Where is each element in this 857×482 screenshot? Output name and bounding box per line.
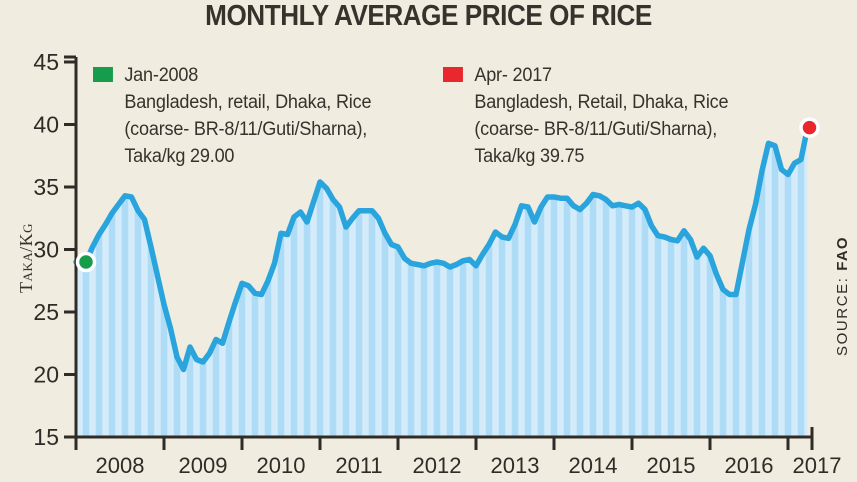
area-fill bbox=[76, 127, 808, 437]
end-marker bbox=[799, 117, 820, 138]
year-label: 2012 bbox=[413, 453, 462, 478]
annotation-start-line-2: (coarse- BR-8/11/Guti/Sharna), bbox=[124, 119, 368, 140]
annotation-end-line-2: (coarse- BR-8/11/Guti/Sharna), bbox=[474, 119, 718, 140]
year-label: 2017 bbox=[793, 453, 842, 478]
year-label: 2016 bbox=[725, 453, 774, 478]
page-title: MONTHLY AVERAGE PRICE OF RICE bbox=[205, 0, 652, 32]
annotation-end-label: Apr- 2017 bbox=[474, 65, 552, 86]
start-marker bbox=[75, 251, 97, 273]
annotation-end-line-3: Taka/kg 39.75 bbox=[474, 146, 585, 167]
green-marker-swatch bbox=[93, 67, 113, 82]
annotation-start-line-3: Taka/kg 29.00 bbox=[124, 146, 235, 167]
year-label: 2015 bbox=[647, 453, 696, 478]
annotation-start: Jan-2008 Bangladesh, retail, Dhaka, Rice… bbox=[93, 62, 416, 170]
annotation-end-line-1: Bangladesh, Retail, Dhaka, Rice bbox=[474, 92, 729, 113]
year-label: 2011 bbox=[335, 453, 382, 478]
source-credit: SOURCE: FAO bbox=[834, 236, 851, 356]
y-tick-label: 20 bbox=[33, 362, 59, 388]
y-tick-label: 25 bbox=[33, 299, 59, 325]
source-value: FAO bbox=[834, 236, 851, 271]
year-label: 2014 bbox=[569, 453, 618, 478]
y-tick-label: 15 bbox=[33, 424, 59, 450]
annotation-start-label: Jan-2008 bbox=[124, 65, 199, 86]
y-tick-label: 45 bbox=[33, 49, 59, 75]
y-tick-label: 35 bbox=[33, 174, 59, 200]
annotation-end: Apr- 2017 Bangladesh, Retail, Dhaka, Ric… bbox=[443, 62, 766, 170]
source-label: SOURCE: bbox=[834, 270, 851, 356]
y-tick-label: 30 bbox=[33, 237, 59, 263]
y-tick-label: 40 bbox=[33, 112, 59, 138]
annotation-start-line-1: Bangladesh, retail, Dhaka, Rice bbox=[124, 92, 372, 113]
year-label: 2013 bbox=[491, 453, 540, 478]
red-marker-swatch bbox=[443, 67, 463, 82]
price-line bbox=[73, 124, 811, 373]
year-label: 2010 bbox=[257, 453, 306, 478]
year-label: 2009 bbox=[179, 453, 228, 478]
y-axis-title: Taka/Kg bbox=[16, 222, 36, 293]
year-label: 2008 bbox=[96, 453, 145, 478]
